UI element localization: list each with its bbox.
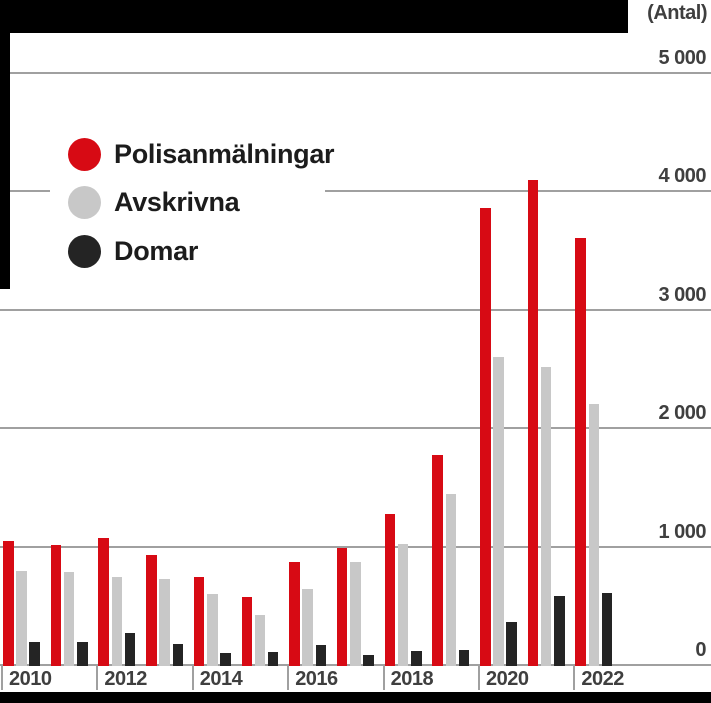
x-axis-label-2022: 2022	[581, 668, 624, 690]
x-axis-label-2010: 2010	[9, 668, 52, 690]
bar-domar-2015	[267, 652, 279, 666]
legend-label-polisanmalningar: Polisanmälningar	[114, 138, 335, 169]
x-axis-tick-2020	[478, 665, 480, 690]
gridline-2000	[0, 427, 711, 429]
bar-avskrivna-2016	[302, 588, 313, 666]
top-black-band	[0, 0, 628, 33]
x-axis-tick-2010	[1, 665, 3, 690]
x-axis-label-2020: 2020	[486, 668, 529, 690]
legend-label-avskrivna: Avskrivna	[114, 187, 240, 217]
bar-avskrivna-2018	[397, 543, 409, 666]
bar-polisanmälningar-2021	[527, 180, 539, 666]
bar-domar-2016	[315, 644, 327, 666]
bar-polisanmälningar-2022	[575, 238, 586, 666]
bar-domar-2010	[29, 641, 40, 666]
bar-domar-2022	[601, 592, 613, 666]
bar-avskrivna-2012	[111, 577, 123, 666]
legend-item-avskrivna: Avskrivna	[68, 186, 325, 219]
bar-domar-2020	[506, 621, 517, 666]
bar-polisanmälningar-2017	[336, 547, 348, 666]
bar-domar-2021	[554, 596, 565, 666]
bar-polisanmälningar-2019	[432, 455, 443, 666]
bar-polisanmälningar-2015	[241, 597, 252, 666]
x-axis-label-2012: 2012	[104, 668, 147, 690]
y-axis-label-4000: 4 000	[658, 165, 706, 187]
legend: Polisanmälningar Avskrivna Domar	[50, 122, 335, 283]
bar-polisanmälningar-2016	[289, 561, 300, 666]
bottom-black-band	[0, 692, 711, 703]
bar-polisanmälningar-2010	[3, 540, 14, 666]
gridline-3000	[0, 308, 711, 311]
y-axis-label-1000: 1 000	[658, 520, 706, 543]
legend-label-domar: Domar	[114, 235, 199, 266]
bar-polisanmälningar-2012	[98, 538, 109, 666]
bar-polisanmälningar-2020	[480, 207, 491, 666]
left-black-band	[0, 0, 10, 289]
legend-dot-avskrivna-icon	[68, 186, 101, 219]
bar-avskrivna-2017	[350, 561, 361, 666]
bar-avskrivna-2015	[254, 615, 266, 666]
legend-item-domar: Domar	[68, 234, 325, 268]
bar-avskrivna-2020	[493, 357, 504, 666]
legend-dot-domar-icon	[68, 234, 101, 268]
bar-domar-2012	[124, 633, 136, 666]
y-axis-label-5000: 5 000	[658, 46, 706, 69]
bar-domar-2011	[77, 642, 88, 666]
bar-avskrivna-2013	[159, 578, 170, 666]
y-axis-label-0: 0	[695, 639, 706, 661]
bar-avskrivna-2010	[16, 571, 27, 666]
bar-domar-2018	[411, 650, 422, 666]
x-axis-tick-2022	[573, 665, 576, 690]
y-axis-unit-label: (Antal)	[647, 2, 707, 24]
gridline-4000	[0, 190, 711, 192]
y-axis-label-2000: 2 000	[658, 402, 706, 424]
bar-polisanmälningar-2013	[146, 554, 157, 666]
bar-avskrivna-2019	[445, 494, 456, 666]
bar-domar-2014	[220, 652, 231, 666]
x-axis-tick-2016	[287, 665, 290, 690]
x-axis-label-2014: 2014	[199, 668, 243, 690]
bar-domar-2019	[458, 650, 470, 666]
x-axis-tick-2018	[382, 665, 385, 690]
legend-item-polisanmalningar: Polisanmälningar	[68, 137, 335, 171]
bar-avskrivna-2011	[63, 572, 75, 666]
bar-polisanmälningar-2018	[384, 513, 396, 666]
gridline-5000	[0, 71, 711, 74]
y-axis-label-3000: 3 000	[658, 283, 706, 306]
x-axis-label-2016: 2016	[295, 668, 338, 690]
gridline-1000	[0, 545, 711, 548]
x-axis-tick-2014	[191, 665, 194, 690]
bar-avskrivna-2021	[540, 367, 552, 666]
x-axis-tick-2012	[96, 665, 99, 690]
x-axis-label-2018: 2018	[390, 668, 434, 690]
bar-polisanmälningar-2011	[50, 545, 62, 666]
bar-domar-2017	[363, 654, 374, 666]
bar-avskrivna-2014	[207, 594, 218, 666]
bar-avskrivna-2022	[588, 404, 600, 666]
legend-dot-polisanmalningar-icon	[68, 137, 101, 171]
bar-polisanmälningar-2014	[193, 576, 205, 666]
bar-domar-2013	[172, 644, 183, 666]
